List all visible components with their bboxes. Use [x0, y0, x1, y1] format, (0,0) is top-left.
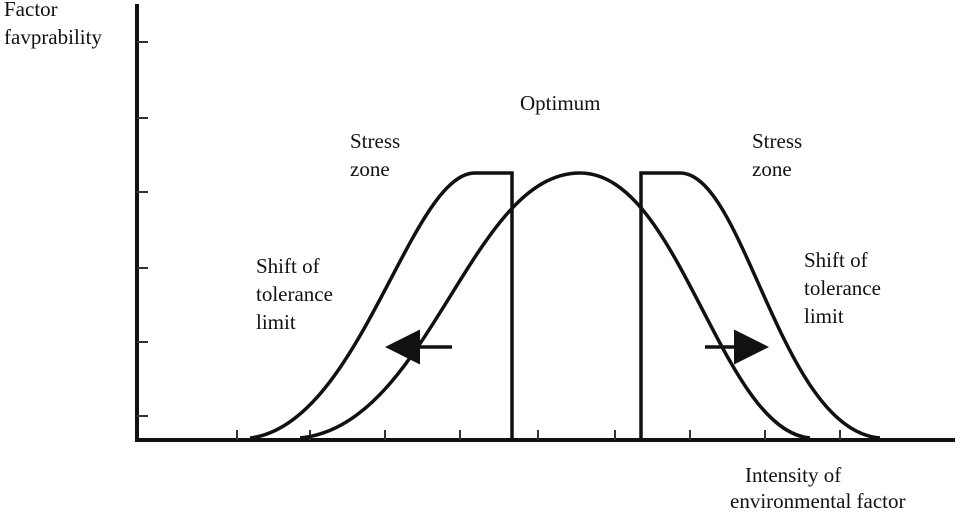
- shift-label: tolerance: [804, 276, 881, 300]
- stress-label: zone: [350, 157, 390, 181]
- y-axis-label: favprability: [4, 25, 102, 49]
- shift-label: Shift of: [804, 248, 868, 272]
- stress-label: Stress: [752, 129, 802, 153]
- optimum-label: Optimum: [520, 91, 601, 115]
- axes: [135, 4, 955, 442]
- stress-label: zone: [752, 157, 792, 181]
- y-axis-label: Factor: [4, 0, 58, 21]
- shift-label: tolerance: [256, 282, 333, 306]
- x-axis-label: environmental factor: [730, 489, 906, 513]
- shift-label: Shift of: [256, 254, 320, 278]
- stress-label: Stress: [350, 129, 400, 153]
- curves: [249, 171, 881, 440]
- shift-label: limit: [804, 304, 844, 328]
- shift-label: limit: [256, 310, 296, 334]
- x-axis-label: Intensity of: [745, 463, 841, 487]
